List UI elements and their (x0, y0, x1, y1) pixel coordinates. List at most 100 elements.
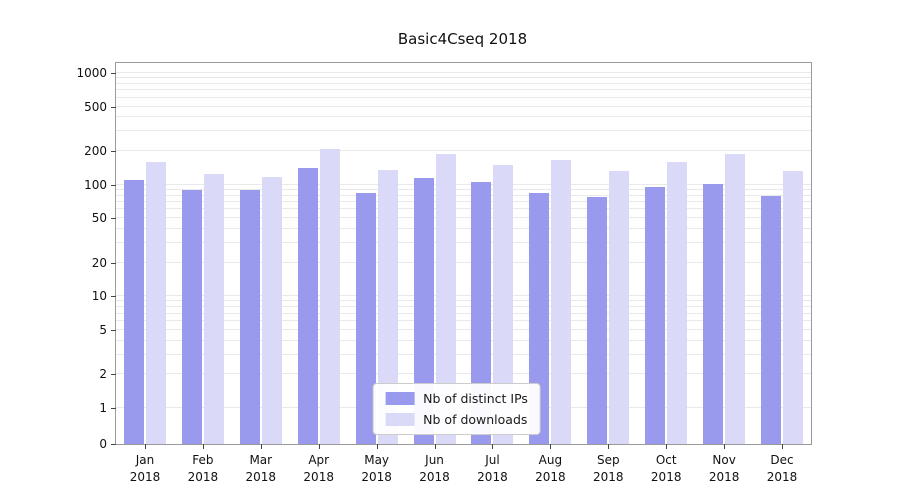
x-tick-mark (434, 444, 436, 449)
bar-distinct-ips-sep (587, 196, 608, 444)
gridline (116, 77, 811, 79)
gridline (116, 72, 811, 73)
x-tick-mark (724, 444, 726, 449)
legend-label-distinct-ips: Nb of distinct IPs (423, 391, 528, 406)
gridline (116, 328, 811, 330)
bar-downloads-jan (145, 161, 166, 444)
bar-distinct-ips-feb (181, 189, 202, 444)
x-tick-mark (492, 444, 494, 449)
bar-distinct-ips-may (355, 192, 376, 444)
bar-downloads-aug (551, 160, 572, 444)
y-tick-label: 10 (91, 289, 107, 304)
y-tick-mark (111, 408, 116, 409)
gridline (116, 353, 811, 355)
gridline (116, 242, 811, 244)
legend: Nb of distinct IPs Nb of downloads (372, 383, 541, 435)
x-tick-label: Nov 2018 (708, 453, 740, 484)
bar-downloads-dec (783, 171, 804, 444)
y-tick-label: 50 (91, 211, 107, 226)
y-tick-label: 1000 (76, 66, 107, 80)
bar-downloads-oct (667, 161, 688, 444)
y-tick-label: 1 (99, 401, 107, 415)
bar-distinct-ips-apr (297, 168, 318, 444)
bar-distinct-ips-jun (413, 177, 434, 444)
legend-label-downloads: Nb of downloads (423, 412, 528, 427)
bar-distinct-ips-nov (703, 183, 724, 444)
gridline (116, 217, 811, 219)
y-tick-label: 20 (91, 255, 107, 270)
gridline (116, 116, 811, 118)
x-tick-label: Oct 2018 (650, 453, 682, 484)
x-tick-mark (260, 444, 262, 449)
x-tick-label: Jan 2018 (129, 453, 161, 484)
bar-distinct-ips-jan (123, 180, 144, 444)
chart-title: Basic4Cseq 2018 (397, 30, 528, 48)
x-tick-mark (550, 444, 552, 449)
bar-downloads-apr (319, 148, 340, 444)
bar-downloads-jul (493, 165, 514, 444)
gridline (116, 96, 811, 98)
gridline (116, 339, 811, 341)
x-tick-label: Mar 2018 (245, 453, 277, 484)
x-tick-mark (376, 444, 378, 449)
y-tick-mark (111, 374, 116, 376)
y-tick-mark (111, 444, 116, 445)
y-tick-label: 100 (84, 177, 107, 192)
gridline (116, 105, 811, 107)
y-tick-label: 2 (99, 367, 107, 382)
gridline (116, 183, 811, 185)
bar-distinct-ips-dec (761, 195, 782, 444)
gridline (116, 295, 811, 297)
x-tick-mark (608, 444, 610, 449)
x-tick-mark (144, 444, 146, 449)
y-tick-mark (111, 151, 116, 153)
gridline (116, 261, 811, 263)
legend-swatch-distinct-ips (385, 392, 415, 405)
y-tick-label: 200 (84, 144, 107, 159)
bar-downloads-mar (261, 176, 282, 444)
x-tick-label: Feb 2018 (187, 453, 219, 484)
gridline (116, 208, 811, 210)
bar-distinct-ips-mar (239, 189, 260, 444)
gridline (116, 89, 811, 91)
x-tick-mark (318, 444, 320, 449)
gridline (116, 312, 811, 314)
y-tick-mark (111, 106, 116, 108)
y-tick-label: 500 (84, 99, 107, 114)
bar-distinct-ips-oct (645, 187, 666, 444)
bar-downloads-sep (609, 171, 630, 444)
gridline (116, 130, 811, 132)
y-tick-mark (111, 218, 116, 220)
plot-area: Nb of distinct IPs Nb of downloads 0 1 2 5 1… (76, 62, 812, 484)
y-tick-mark (111, 262, 116, 264)
bar-distinct-ips-jul (471, 182, 492, 444)
gridline (116, 200, 811, 202)
x-tick-mark (666, 444, 668, 449)
gridline (116, 150, 811, 152)
gridline (116, 188, 811, 190)
y-tick-label: 5 (99, 322, 107, 337)
x-tick-label: Aug 2018 (535, 453, 566, 484)
gridline (116, 320, 811, 322)
gridline (116, 194, 811, 196)
x-tick-label: Apr 2018 (303, 453, 334, 484)
x-tick-label: Jun 2018 (419, 453, 450, 484)
y-tick-mark (111, 296, 116, 298)
x-tick-label: May 2018 (361, 453, 392, 484)
y-tick-label: 0 (99, 437, 107, 451)
bar-downloads-may (377, 170, 398, 444)
bar-downloads-nov (725, 153, 746, 444)
x-tick-label: Dec 2018 (766, 453, 798, 484)
x-tick-mark (782, 444, 784, 449)
legend-item-downloads: Nb of downloads (385, 412, 528, 427)
y-tick-mark (111, 329, 116, 331)
gridline (116, 228, 811, 230)
gridline (116, 300, 811, 302)
x-tick-label: Jul 2018 (477, 453, 508, 484)
x-tick-label: Sep 2018 (593, 453, 624, 484)
gridline (116, 82, 811, 84)
y-tick-mark (111, 73, 116, 74)
bar-downloads-jun (435, 154, 456, 444)
legend-item-distinct-ips: Nb of distinct IPs (385, 391, 528, 406)
